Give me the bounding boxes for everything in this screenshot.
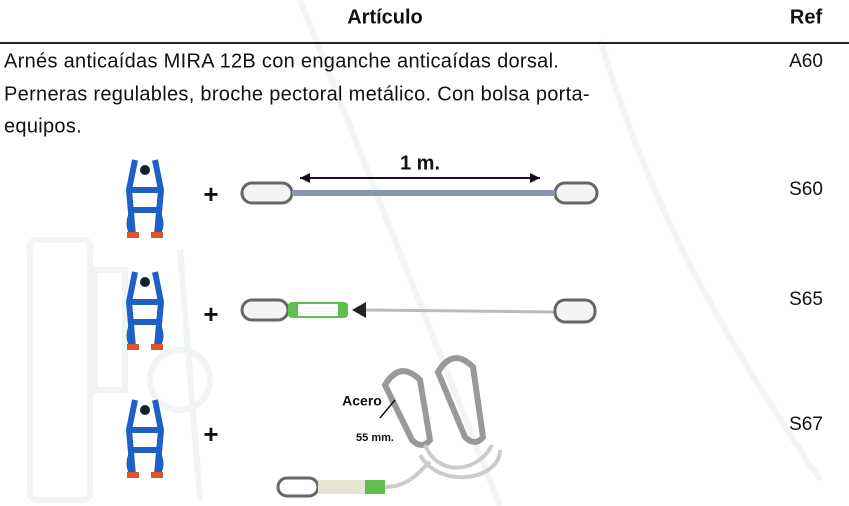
harness-image <box>125 399 165 478</box>
ref: S65 <box>789 289 823 310</box>
header-article: Artículo <box>347 6 423 28</box>
material-label: Acero <box>342 393 382 409</box>
lanyard-image <box>276 355 502 498</box>
harness-part <box>127 232 139 238</box>
harness-part <box>140 165 150 175</box>
harness-part <box>127 344 139 350</box>
description-line: Perneras regulables, broche pectoral met… <box>4 83 590 105</box>
watermark <box>27 0 823 506</box>
harness-part <box>125 271 165 348</box>
description-line: Arnés anticaídas MIRA 12B con enganche a… <box>4 50 559 72</box>
ref: S60 <box>789 179 823 200</box>
lanyard-image <box>240 298 597 324</box>
harness-part <box>140 277 150 287</box>
plus: + <box>203 419 218 449</box>
harness-part <box>127 472 139 478</box>
harness-image <box>125 271 165 350</box>
ref: A60 <box>789 51 823 72</box>
plus: + <box>203 299 218 329</box>
description-line: equipos. <box>4 115 82 137</box>
harness-part <box>125 399 165 476</box>
plus: + <box>203 179 218 209</box>
harness-part <box>151 344 163 350</box>
ref: S67 <box>789 414 823 435</box>
harness-part <box>140 405 150 415</box>
harness-part <box>125 159 165 236</box>
header-ref: Ref <box>790 6 823 28</box>
length-label: 1 m. <box>400 152 440 174</box>
lanyard-image <box>240 173 599 205</box>
harness-part <box>151 472 163 478</box>
size-label: 55 mm. <box>356 432 394 444</box>
harness-image <box>125 159 165 238</box>
harness-part <box>151 232 163 238</box>
